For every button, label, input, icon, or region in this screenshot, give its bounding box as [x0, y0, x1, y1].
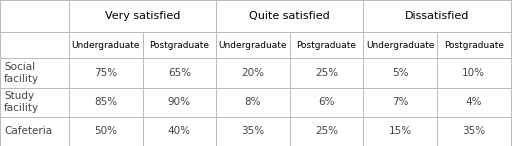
Text: Postgraduate: Postgraduate: [444, 41, 504, 50]
Text: 15%: 15%: [389, 126, 412, 136]
Bar: [290, 117, 364, 146]
Text: 20%: 20%: [242, 68, 265, 78]
Text: 25%: 25%: [315, 126, 338, 136]
Bar: [364, 32, 437, 58]
Text: 50%: 50%: [94, 126, 117, 136]
Text: 85%: 85%: [94, 97, 117, 107]
Text: 75%: 75%: [94, 68, 117, 78]
Text: Dissatisfied: Dissatisfied: [405, 11, 469, 21]
Bar: [437, 88, 510, 117]
Bar: [142, 32, 216, 58]
Text: Undergraduate: Undergraduate: [72, 41, 140, 50]
Bar: [216, 117, 290, 146]
Text: Postgraduate: Postgraduate: [296, 41, 356, 50]
Bar: [216, 0, 364, 32]
Bar: [290, 88, 364, 117]
Bar: [69, 32, 142, 58]
Bar: [216, 88, 290, 117]
Text: 10%: 10%: [462, 68, 485, 78]
Bar: [216, 32, 290, 58]
Bar: [364, 0, 510, 32]
Text: 4%: 4%: [465, 97, 482, 107]
Bar: [437, 32, 510, 58]
Text: 8%: 8%: [245, 97, 261, 107]
Bar: [0, 88, 69, 117]
Bar: [0, 32, 69, 58]
Text: Undergraduate: Undergraduate: [366, 41, 435, 50]
Text: 40%: 40%: [168, 126, 191, 136]
Bar: [290, 58, 364, 88]
Text: Postgraduate: Postgraduate: [150, 41, 209, 50]
Bar: [142, 88, 216, 117]
Text: Undergraduate: Undergraduate: [219, 41, 287, 50]
Text: 7%: 7%: [392, 97, 409, 107]
Bar: [437, 117, 510, 146]
Bar: [290, 32, 364, 58]
Bar: [69, 0, 216, 32]
Text: Very satisfied: Very satisfied: [105, 11, 180, 21]
Text: Study
facility: Study facility: [4, 91, 39, 113]
Bar: [364, 117, 437, 146]
Text: 35%: 35%: [241, 126, 265, 136]
Text: Social
facility: Social facility: [4, 62, 39, 84]
Text: Quite satisfied: Quite satisfied: [249, 11, 330, 21]
Bar: [364, 58, 437, 88]
Bar: [69, 58, 142, 88]
Bar: [69, 88, 142, 117]
Bar: [437, 58, 510, 88]
Bar: [364, 88, 437, 117]
Bar: [0, 117, 69, 146]
Bar: [142, 58, 216, 88]
Bar: [142, 117, 216, 146]
Text: 65%: 65%: [168, 68, 191, 78]
Text: 6%: 6%: [318, 97, 335, 107]
Text: 25%: 25%: [315, 68, 338, 78]
Text: 35%: 35%: [462, 126, 485, 136]
Text: Cafeteria: Cafeteria: [4, 126, 52, 136]
Text: 90%: 90%: [168, 97, 191, 107]
Text: 5%: 5%: [392, 68, 409, 78]
Bar: [216, 58, 290, 88]
Bar: [0, 0, 69, 32]
Bar: [0, 58, 69, 88]
Bar: [69, 117, 142, 146]
